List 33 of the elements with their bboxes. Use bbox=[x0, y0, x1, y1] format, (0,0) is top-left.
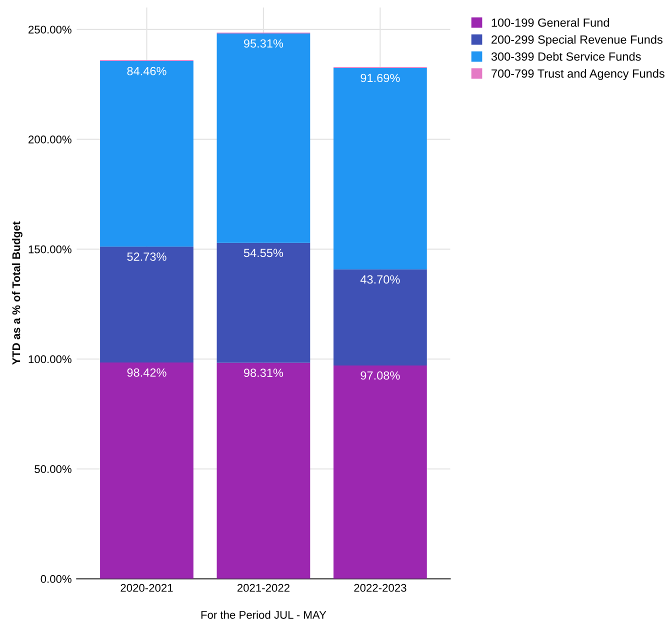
x-axis-title: For the Period JUL - MAY bbox=[201, 610, 326, 619]
y-tick-label: 150.00% bbox=[28, 245, 72, 254]
x-tick-label: 2021-2022 bbox=[237, 584, 290, 592]
legend-label: 200-299 Special Revenue Funds bbox=[492, 35, 662, 46]
bar bbox=[100, 362, 194, 579]
bar bbox=[216, 362, 310, 579]
legend-label: 300-399 Debt Service Funds bbox=[491, 52, 641, 61]
x-tick-label: 2022-2023 bbox=[354, 584, 406, 592]
data-label: 84.46% bbox=[127, 66, 166, 76]
data-label: 91.69% bbox=[360, 74, 400, 82]
legend-label: 100-199 General Fund bbox=[492, 18, 609, 27]
bar bbox=[100, 61, 194, 247]
bar bbox=[334, 269, 427, 366]
bar bbox=[334, 68, 427, 270]
bar bbox=[216, 242, 310, 363]
data-label: 52.73% bbox=[127, 252, 166, 261]
y-tick-label: 100.00% bbox=[28, 355, 72, 364]
data-label: 98.42% bbox=[127, 368, 166, 377]
data-label: 43.70% bbox=[360, 275, 400, 284]
y-tick-label: 0.00% bbox=[40, 575, 72, 583]
data-label: 95.31% bbox=[244, 39, 284, 48]
x-tick-label: 2020-2021 bbox=[120, 584, 173, 592]
bar bbox=[216, 33, 310, 243]
y-tick-label: 50.00% bbox=[34, 465, 72, 474]
y-tick-label: 200.00% bbox=[28, 136, 72, 144]
data-label: 54.55% bbox=[244, 248, 284, 258]
bar bbox=[334, 365, 427, 579]
legend-label: 700-799 Trust and Agency Funds bbox=[492, 69, 664, 80]
y-tick-label: 250.00% bbox=[28, 26, 72, 34]
data-label: 98.31% bbox=[244, 368, 284, 377]
y-axis-title: YTD as a % of Total Budget bbox=[12, 221, 22, 365]
data-label: 97.08% bbox=[360, 371, 400, 380]
bar bbox=[100, 246, 194, 363]
